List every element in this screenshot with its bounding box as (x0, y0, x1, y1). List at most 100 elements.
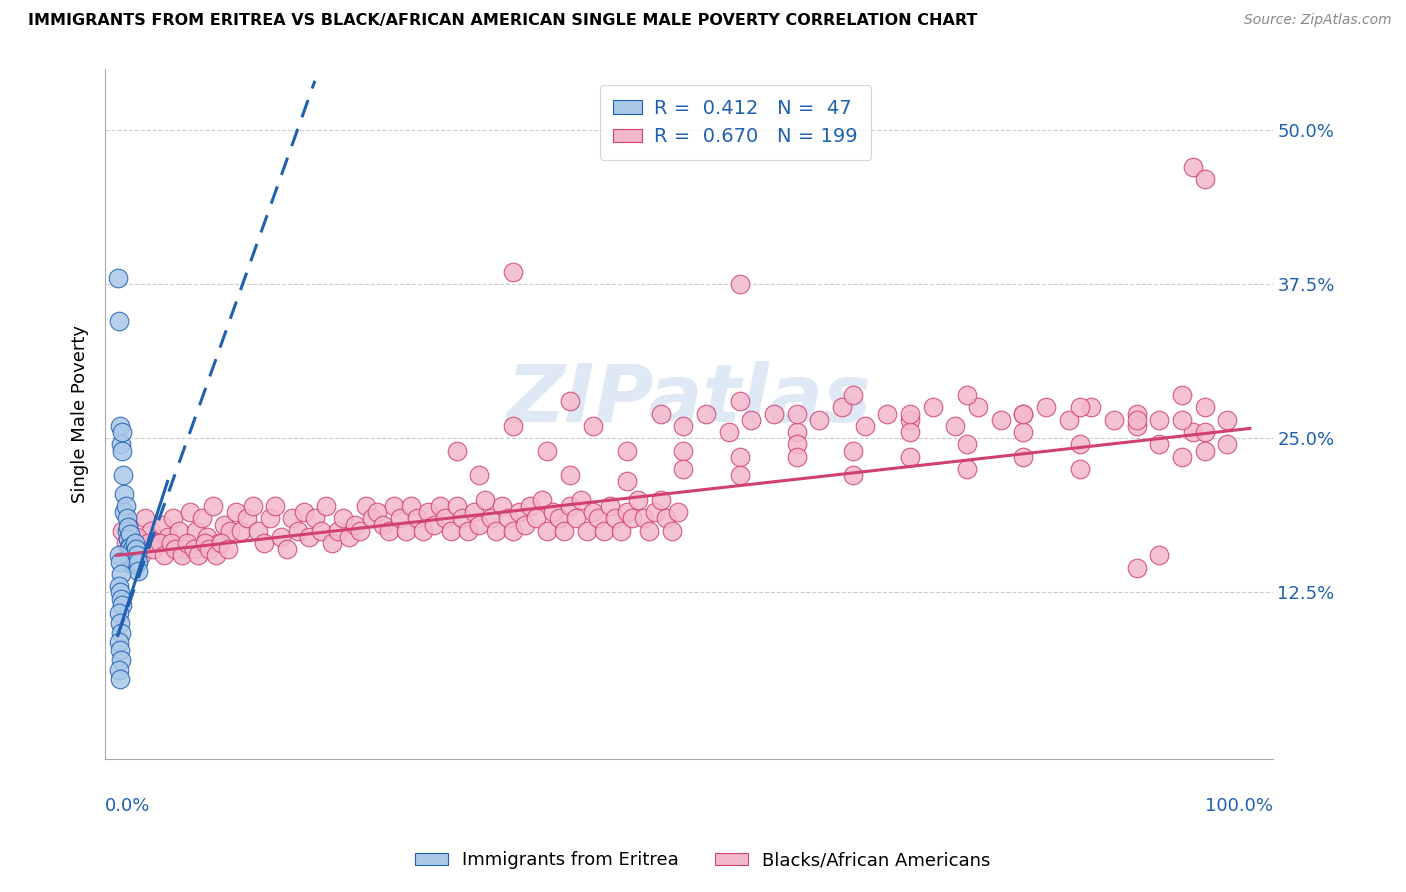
Point (502, 524, 524, 538)
Point (149, 536, 172, 550)
Point (463, 505, 485, 519)
Point (1080, 401, 1102, 415)
Point (728, 277, 751, 292)
Point (530, 492, 553, 507)
Point (179, 505, 201, 519)
Text: 100.0%: 100.0% (1205, 797, 1272, 814)
Point (672, 443, 695, 458)
Point (842, 468, 865, 483)
Point (446, 499, 468, 513)
Point (108, 419, 131, 434)
Point (650, 407, 672, 421)
Point (536, 524, 558, 538)
Point (124, 536, 146, 550)
Point (666, 505, 689, 519)
Point (605, 511, 627, 525)
Point (108, 672, 131, 686)
Point (898, 413, 921, 427)
Point (287, 524, 309, 538)
Point (118, 540, 141, 554)
Point (661, 524, 683, 538)
Point (120, 545, 142, 559)
Point (125, 557, 148, 571)
Point (111, 425, 134, 439)
Point (434, 511, 457, 525)
Point (225, 505, 247, 519)
Point (315, 499, 337, 513)
Point (399, 499, 422, 513)
Point (231, 524, 253, 538)
Point (468, 517, 491, 532)
Point (377, 524, 399, 538)
Text: IMMIGRANTS FROM ERITREA VS BLACK/AFRICAN AMERICAN SINGLE MALE POVERTY CORRELATIO: IMMIGRANTS FROM ERITREA VS BLACK/AFRICAN… (28, 13, 977, 29)
Point (502, 265, 524, 279)
Point (479, 511, 502, 525)
Point (212, 517, 235, 532)
Point (558, 499, 581, 513)
Point (581, 505, 603, 519)
Point (655, 511, 678, 525)
Point (599, 499, 621, 513)
Point (114, 499, 136, 513)
Point (468, 468, 491, 483)
Point (108, 579, 131, 593)
Point (1147, 437, 1170, 451)
Point (1012, 407, 1035, 421)
Point (108, 607, 131, 621)
Point (120, 527, 142, 541)
Point (553, 524, 575, 538)
Point (139, 524, 162, 538)
Point (117, 533, 139, 547)
Point (125, 549, 148, 563)
Point (610, 524, 633, 538)
Point (581, 419, 603, 434)
Point (366, 505, 388, 519)
Point (1125, 413, 1147, 427)
Point (108, 585, 131, 599)
Point (808, 413, 831, 427)
Point (1012, 450, 1035, 464)
Point (440, 524, 463, 538)
Point (1194, 425, 1216, 439)
Point (728, 468, 751, 483)
Point (156, 530, 179, 544)
Point (621, 511, 644, 525)
Point (162, 511, 184, 525)
Point (172, 549, 194, 563)
Point (259, 511, 281, 525)
Point (842, 443, 865, 458)
Text: Source: ZipAtlas.com: Source: ZipAtlas.com (1244, 13, 1392, 28)
Point (326, 524, 349, 538)
Point (382, 499, 405, 513)
Point (190, 511, 212, 525)
Point (131, 549, 153, 563)
Point (524, 511, 547, 525)
Point (337, 530, 360, 544)
Point (114, 505, 136, 519)
Point (786, 437, 808, 451)
Point (672, 462, 695, 476)
Point (717, 425, 740, 439)
Legend: R =  0.412   N =  47, R =  0.670   N = 199: R = 0.412 N = 47, R = 0.670 N = 199 (600, 85, 872, 160)
Point (127, 565, 149, 579)
Point (728, 450, 751, 464)
Point (270, 530, 292, 544)
Point (217, 542, 239, 557)
Point (966, 401, 988, 415)
Point (502, 419, 524, 434)
Point (125, 530, 148, 544)
Point (1035, 401, 1057, 415)
Point (496, 511, 519, 525)
Point (354, 499, 377, 513)
Point (292, 505, 315, 519)
Point (1171, 388, 1194, 402)
Point (127, 555, 149, 569)
Point (740, 413, 762, 427)
Point (638, 524, 661, 538)
Point (564, 511, 586, 525)
Point (1012, 425, 1035, 439)
Point (110, 591, 132, 606)
Point (1171, 450, 1194, 464)
Point (898, 425, 921, 439)
Point (253, 536, 276, 550)
